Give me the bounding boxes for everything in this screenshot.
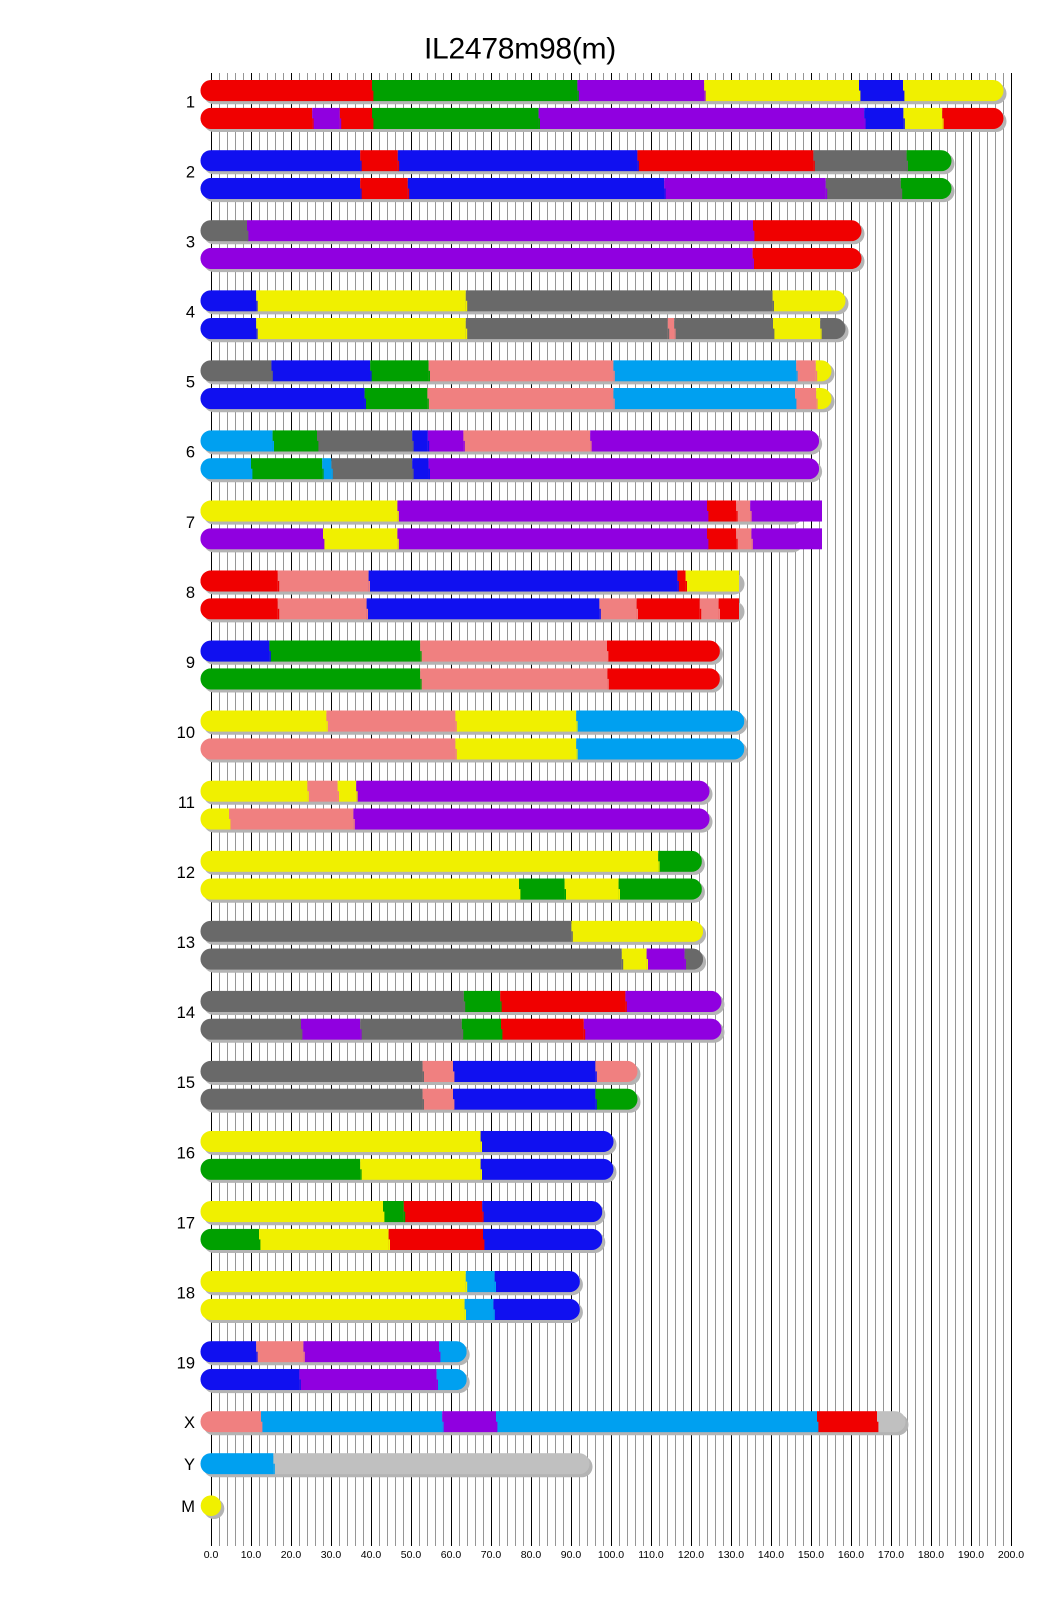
svg-text:40.0: 40.0 bbox=[361, 1549, 382, 1561]
svg-text:20.0: 20.0 bbox=[281, 1549, 302, 1561]
svg-text:70.0: 70.0 bbox=[481, 1549, 502, 1561]
svg-text:80.0: 80.0 bbox=[521, 1549, 542, 1561]
svg-text:IL2478m98(m): IL2478m98(m) bbox=[424, 33, 616, 66]
svg-text:18: 18 bbox=[177, 1284, 195, 1302]
svg-text:10.0: 10.0 bbox=[241, 1549, 262, 1561]
svg-text:X: X bbox=[184, 1414, 195, 1432]
svg-text:1: 1 bbox=[186, 93, 195, 111]
svg-text:90.0: 90.0 bbox=[561, 1549, 582, 1561]
svg-text:130.0: 130.0 bbox=[718, 1549, 744, 1561]
svg-text:170.0: 170.0 bbox=[878, 1549, 904, 1561]
svg-text:14: 14 bbox=[177, 1004, 195, 1022]
svg-text:4: 4 bbox=[186, 304, 195, 322]
svg-text:160.0: 160.0 bbox=[838, 1549, 864, 1561]
svg-text:3: 3 bbox=[186, 234, 195, 252]
svg-text:7: 7 bbox=[186, 514, 195, 532]
svg-text:12: 12 bbox=[177, 864, 195, 882]
svg-text:150.0: 150.0 bbox=[798, 1549, 824, 1561]
svg-text:17: 17 bbox=[177, 1214, 195, 1232]
svg-text:Y: Y bbox=[184, 1456, 195, 1474]
svg-text:19: 19 bbox=[177, 1355, 195, 1373]
svg-text:2: 2 bbox=[186, 164, 195, 182]
svg-text:50.0: 50.0 bbox=[401, 1549, 422, 1561]
svg-text:60.0: 60.0 bbox=[441, 1549, 462, 1561]
svg-text:5: 5 bbox=[186, 374, 195, 392]
svg-text:9: 9 bbox=[186, 654, 195, 672]
svg-text:180.0: 180.0 bbox=[918, 1549, 944, 1561]
svg-text:6: 6 bbox=[186, 444, 195, 462]
svg-text:120.0: 120.0 bbox=[678, 1549, 704, 1561]
svg-text:30.0: 30.0 bbox=[321, 1549, 342, 1561]
svg-text:13: 13 bbox=[177, 934, 195, 952]
svg-text:15: 15 bbox=[177, 1074, 195, 1092]
svg-text:140.0: 140.0 bbox=[758, 1549, 784, 1561]
svg-text:8: 8 bbox=[186, 584, 195, 602]
svg-text:11: 11 bbox=[178, 794, 195, 812]
svg-text:190.0: 190.0 bbox=[958, 1549, 984, 1561]
svg-text:100.0: 100.0 bbox=[598, 1549, 624, 1561]
svg-text:200.0: 200.0 bbox=[998, 1549, 1024, 1561]
svg-text:10: 10 bbox=[177, 724, 195, 742]
svg-text:16: 16 bbox=[177, 1144, 195, 1162]
svg-text:0.0: 0.0 bbox=[204, 1549, 219, 1561]
svg-text:110.0: 110.0 bbox=[638, 1549, 664, 1561]
svg-text:M: M bbox=[181, 1498, 195, 1516]
